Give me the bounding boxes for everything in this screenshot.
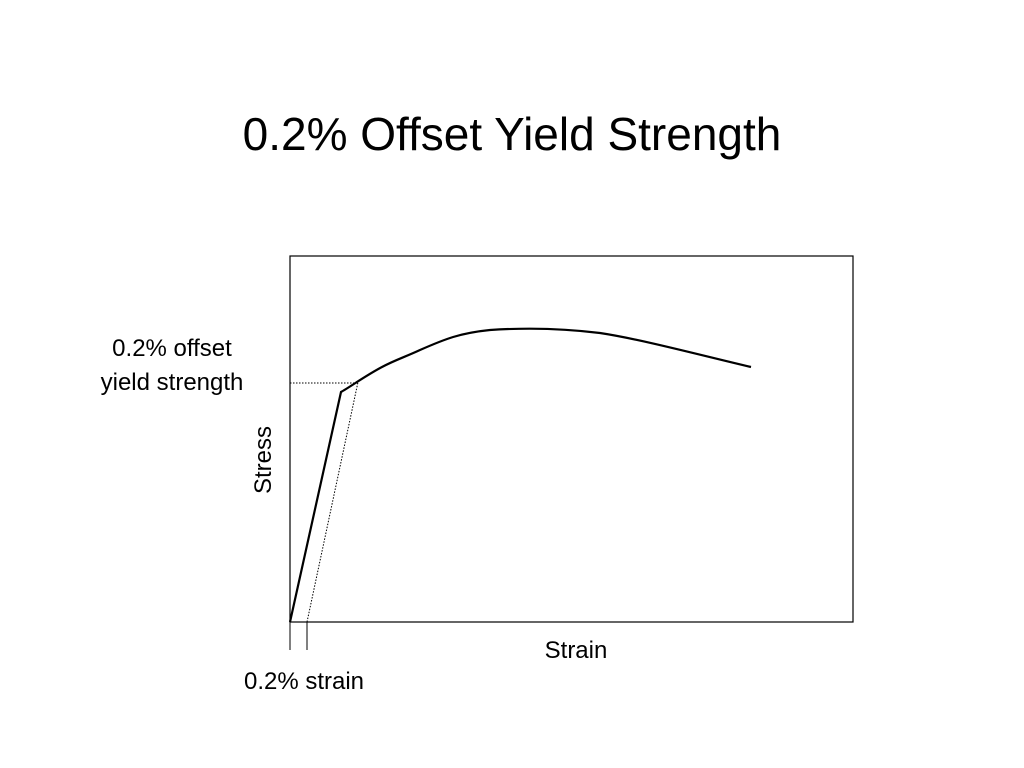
stress-strain-curve	[288, 327, 752, 623]
plot-frame	[289, 255, 854, 623]
yield-label: yield strength	[101, 369, 244, 396]
strain-offset-label: 0.2% strain	[244, 668, 364, 695]
yield-label: 0.2% offset	[112, 335, 232, 362]
x-axis-label: Strain	[545, 637, 608, 664]
slide-title: 0.2% Offset Yield Strength	[243, 108, 782, 160]
offset-line	[306, 381, 359, 623]
y-axis-label: Stress	[250, 426, 277, 494]
